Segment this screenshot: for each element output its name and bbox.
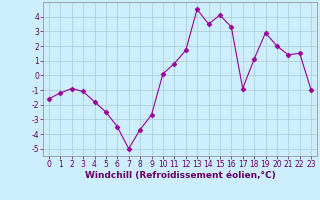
X-axis label: Windchill (Refroidissement éolien,°C): Windchill (Refroidissement éolien,°C) (84, 171, 276, 180)
